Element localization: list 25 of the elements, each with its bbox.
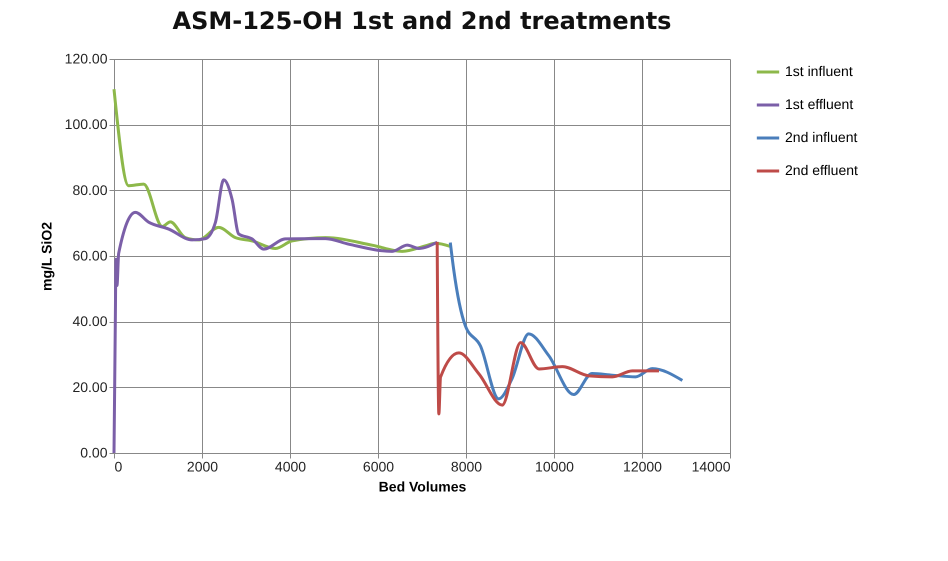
x-tick-label: 12000 xyxy=(623,458,662,474)
y-tick-label: 0.00 xyxy=(80,444,108,460)
line-series xyxy=(448,241,684,400)
x-tick-label: 0 xyxy=(114,458,122,474)
line-series xyxy=(436,240,660,416)
chart-title: ASM-125-OH 1st and 2nd treatments xyxy=(172,7,672,35)
legend-label: 2nd effluent xyxy=(785,162,858,178)
y-axis-title: mg/L SiO2 xyxy=(38,222,55,291)
x-tick-label: 8000 xyxy=(450,458,482,474)
x-tick-label: 2000 xyxy=(186,458,218,474)
y-tick-label: 120.00 xyxy=(64,50,108,66)
y-tick-label: 100.00 xyxy=(64,116,108,132)
legend-label: 1st influent xyxy=(785,63,853,79)
y-tick-label: 20.00 xyxy=(72,378,108,395)
x-tick-label: 6000 xyxy=(362,458,394,474)
y-tick-label: 40.00 xyxy=(72,313,108,330)
y-tick-label: 80.00 xyxy=(72,182,108,198)
x-tick-label: 10000 xyxy=(535,458,574,474)
line-series xyxy=(112,178,439,454)
legend-label: 1st effluent xyxy=(785,96,854,112)
x-tick-label: 4000 xyxy=(274,458,306,474)
y-tick-label: 60.00 xyxy=(72,248,108,264)
x-tick-label: 14000 xyxy=(692,458,731,474)
x-axis-title: Bed Volumes xyxy=(378,478,467,494)
legend-label: 2nd influent xyxy=(785,129,858,145)
